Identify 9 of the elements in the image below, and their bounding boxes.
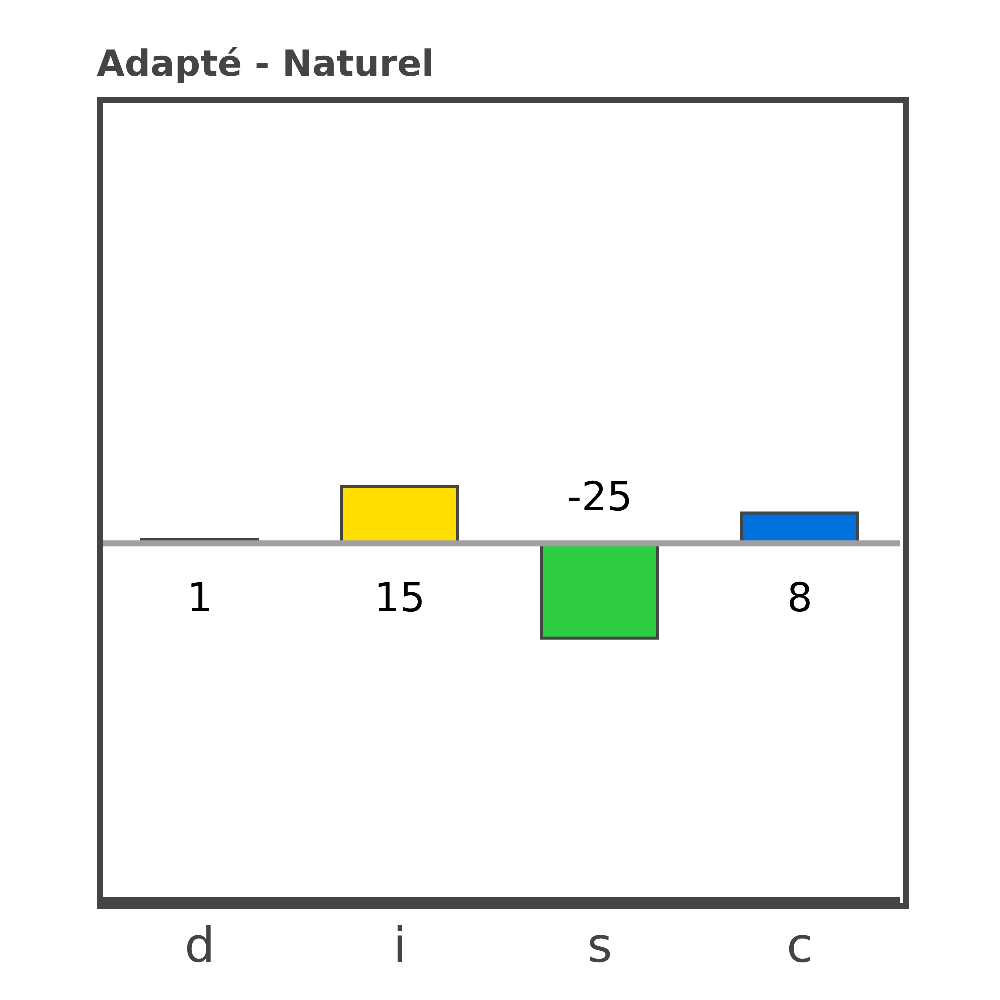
chart-title: Adapté - Naturel bbox=[97, 44, 434, 85]
data-label: 1 bbox=[187, 576, 213, 622]
x-tick-label: d bbox=[184, 918, 216, 974]
data-label: -25 bbox=[567, 474, 633, 521]
x-tick-label: i bbox=[393, 918, 407, 974]
x-tick-label: c bbox=[786, 918, 814, 974]
data-label: 15 bbox=[374, 576, 426, 622]
data-label: 8 bbox=[787, 576, 813, 622]
x-tick-label: s bbox=[587, 918, 613, 974]
